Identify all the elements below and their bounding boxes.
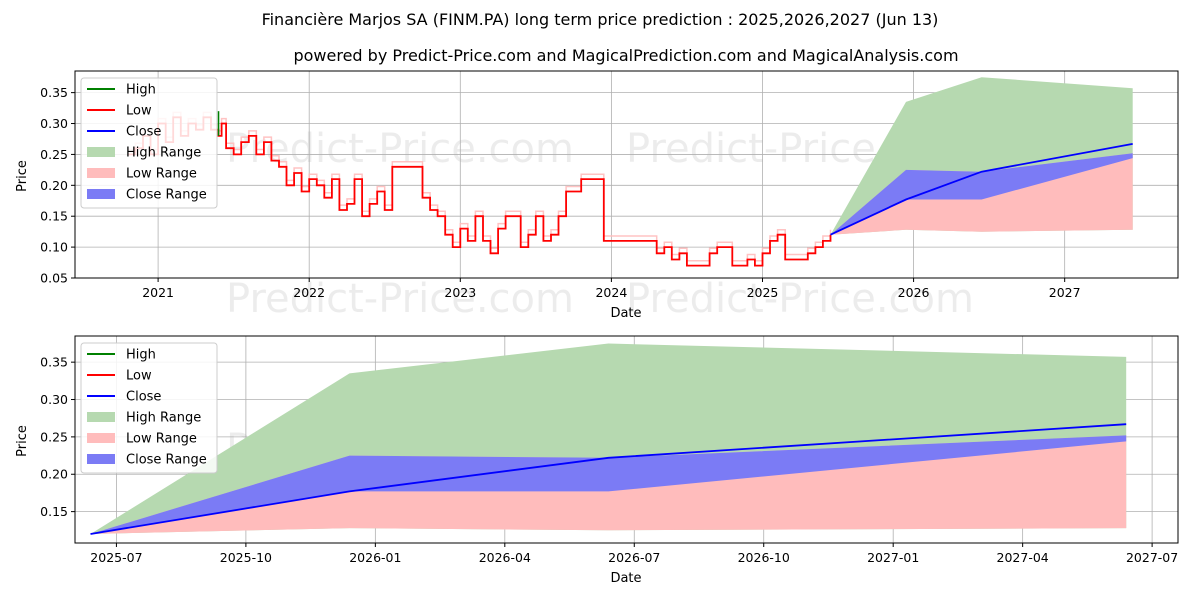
watermark-text: Predict-Price.com — [226, 276, 574, 322]
top-forecast-bands — [830, 77, 1133, 235]
bottom-axes-frame — [74, 335, 1179, 544]
top-y-tick-label: 0.30 — [40, 116, 68, 131]
top-legend: High Low Close High Range Low Range Close Ran… — [80, 77, 218, 209]
bottom-x-tick-label: 2026-01 — [349, 550, 401, 565]
bottom-x-tick-label: 2026-07 — [608, 550, 660, 565]
top-legend-label: Low — [126, 104, 152, 119]
top-x-axis-label: Date — [610, 306, 641, 321]
top-y-tick-label: 0.20 — [40, 178, 68, 193]
bottom-legend-label: Close Range — [126, 453, 207, 468]
bottom-x-tick-label: 2027-01 — [867, 550, 919, 565]
top-panel: Predict-Price.com Predict-Price.com Pred… — [15, 70, 1179, 322]
bottom-x-tick-label: 2026-10 — [738, 550, 790, 565]
top-legend-label: High — [126, 83, 156, 98]
bottom-legend-label: Low — [126, 369, 152, 384]
bottom-y-tick-label: 0.20 — [40, 467, 68, 482]
bottom-y-ticks: 0.15 0.20 0.25 0.30 0.35 — [40, 355, 75, 519]
top-axes-frame — [74, 70, 1179, 279]
bottom-close-forecast-line — [90, 423, 1127, 535]
chart-title: Financière Marjos SA (FINM.PA) long term… — [262, 10, 939, 29]
bottom-legend-label: Close — [126, 390, 161, 405]
top-y-tick-label: 0.05 — [40, 271, 68, 286]
top-x-tick-label: 2023 — [444, 285, 476, 300]
bottom-legend-swatch-high_range — [87, 412, 115, 422]
top-y-tick-label: 0.35 — [40, 85, 68, 100]
top-x-tick-label: 2021 — [142, 285, 174, 300]
top-close-range-band — [830, 153, 1133, 235]
top-x-tick-label: 2022 — [293, 285, 325, 300]
top-legend-label: High Range — [126, 146, 201, 161]
bottom-x-tick-label: 2025-07 — [90, 550, 142, 565]
bottom-x-ticks: 2025-07 2025-10 2026-01 2026-04 2026-07 2026-… — [90, 543, 1178, 565]
bottom-legend-swatch-close_range — [87, 454, 115, 464]
top-legend-label: Close — [126, 125, 161, 140]
top-legend-label: Low Range — [126, 167, 197, 182]
bottom-panel: Predict-Price.com Predict-Price.com 2025… — [15, 335, 1179, 586]
bottom-forecast-bands — [90, 343, 1127, 534]
bottom-x-tick-label: 2026-04 — [479, 550, 531, 565]
bottom-legend-label: High — [126, 348, 156, 363]
top-y-axis-label: Price — [15, 160, 30, 192]
top-legend-swatch-close_range — [87, 189, 115, 199]
top-y-tick-label: 0.10 — [40, 240, 68, 255]
bottom-legend-label: High Range — [126, 411, 201, 426]
top-x-tick-label: 2027 — [1049, 285, 1081, 300]
bottom-close-range-band — [90, 435, 1127, 534]
bottom-legend-label: Low Range — [126, 432, 197, 447]
top-y-tick-label: 0.15 — [40, 209, 68, 224]
top-legend-swatch-low_range — [87, 168, 115, 178]
top-x-tick-label: 2025 — [747, 285, 779, 300]
watermark-text: Predict-Price.com — [226, 126, 574, 172]
bottom-y-tick-label: 0.25 — [40, 429, 68, 444]
bottom-legend-swatch-low_range — [87, 433, 115, 443]
top-series-lines — [127, 111, 1133, 267]
bottom-legend: High Low Close High Range Low Range Close Ran… — [80, 342, 218, 474]
top-x-tick-label: 2026 — [898, 285, 930, 300]
bottom-x-axis-label: Date — [610, 571, 641, 586]
bottom-x-tick-label: 2027-04 — [997, 550, 1049, 565]
bottom-x-tick-label: 2025-10 — [220, 550, 272, 565]
watermark-text: Predict-Price.com — [626, 276, 974, 322]
top-legend-label: Close Range — [126, 188, 207, 203]
bottom-y-tick-label: 0.35 — [40, 355, 68, 370]
bottom-y-tick-label: 0.15 — [40, 504, 68, 519]
top-x-ticks: 2021 2022 2023 2024 2025 2026 2027 — [142, 278, 1081, 300]
top-y-ticks: 0.05 0.10 0.15 0.20 0.25 0.30 0.35 — [40, 85, 75, 286]
top-close-forecast-line — [830, 143, 1133, 236]
top-low-history-line — [127, 116, 832, 267]
chart-subtitle: powered by Predict-Price.com and Magical… — [293, 46, 958, 65]
bottom-series-lines — [90, 423, 1127, 535]
top-y-tick-label: 0.25 — [40, 147, 68, 162]
bottom-x-tick-label: 2027-07 — [1126, 550, 1178, 565]
bottom-y-tick-label: 0.30 — [40, 392, 68, 407]
top-x-tick-label: 2024 — [595, 285, 627, 300]
top-legend-swatch-high_range — [87, 147, 115, 157]
bottom-y-axis-label: Price — [15, 425, 30, 457]
